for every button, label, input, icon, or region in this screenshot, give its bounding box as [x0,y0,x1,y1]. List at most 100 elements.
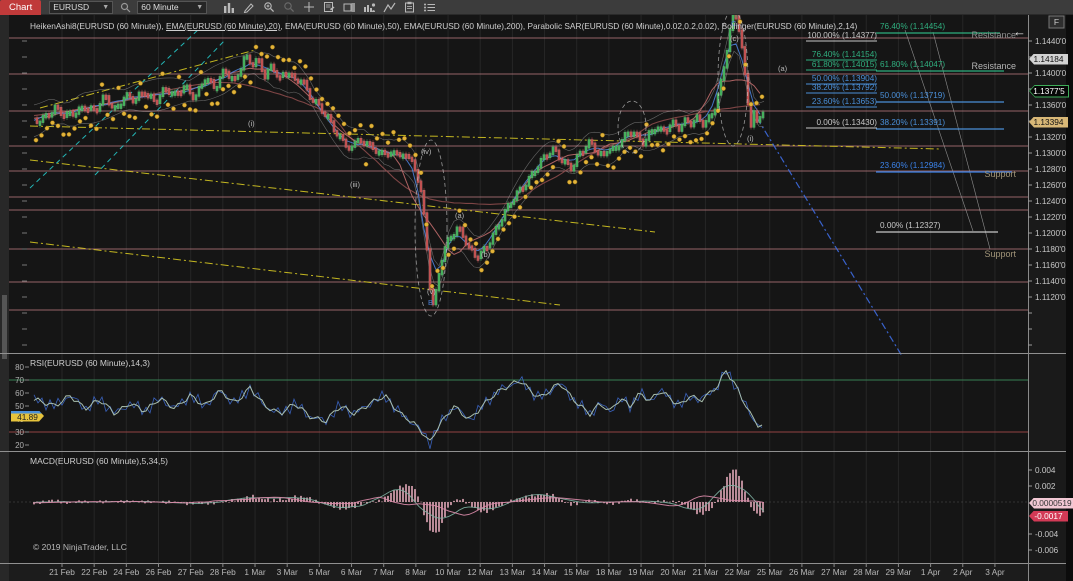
svg-text:60: 60 [15,389,24,398]
svg-text:1.1200'0: 1.1200'0 [1035,229,1067,238]
svg-text:F: F [1054,17,1059,27]
svg-text:1.1320'0: 1.1320'0 [1035,133,1067,142]
svg-text:50: 50 [15,402,24,411]
search-icon[interactable] [117,1,133,14]
svg-text:B: B [428,298,433,307]
svg-text:23.60% (1.13653): 23.60% (1.13653) [812,97,877,106]
data-box-icon[interactable] [321,1,337,14]
svg-text:50.00% (1.13904): 50.00% (1.13904) [812,74,877,83]
svg-text:Support: Support [984,169,1016,179]
properties-icon[interactable] [401,1,417,14]
svg-text:1 Mar: 1 Mar [244,567,265,577]
chart-svg[interactable]: 100.00% (1.14377)76.40% (1.14154)61.80% … [0,0,1073,581]
svg-text:15 Mar: 15 Mar [564,567,590,577]
svg-text:3 Mar: 3 Mar [277,567,298,577]
svg-text:3 Apr: 3 Apr [985,567,1005,577]
last-price-badge-value: 1.1377'5 [1030,86,1068,97]
svg-text:0.002: 0.002 [1035,482,1056,491]
svg-text:1.1260'0: 1.1260'0 [1035,181,1067,190]
svg-text:76.40% (1.14454): 76.40% (1.14454) [880,22,945,31]
macd-value-badge: 0.0000519 [1029,498,1073,509]
svg-text:-0.004: -0.004 [1035,530,1059,539]
bid-price-badge: 1.14184 [1029,54,1068,65]
svg-text:30: 30 [15,428,24,437]
ask-price-badge: 1.13394 [1029,117,1068,128]
svg-text:1.1400'0: 1.1400'0 [1035,69,1067,78]
svg-text:(a): (a) [455,211,465,220]
svg-text:-0.006: -0.006 [1035,546,1059,555]
svg-text:27 Feb: 27 Feb [178,567,204,577]
svg-text:1.1440'0: 1.1440'0 [1035,37,1067,46]
svg-text:1.1360'0: 1.1360'0 [1035,101,1067,110]
back-arrow-icon[interactable]: ← [1013,24,1026,39]
drawing-tools-icon[interactable] [241,1,257,14]
chart-window: 100.00% (1.14377)76.40% (1.14154)61.80% … [0,0,1073,581]
svg-text:(v): (v) [427,287,436,296]
svg-text:7 Mar: 7 Mar [373,567,394,577]
svg-text:1.1240'0: 1.1240'0 [1035,197,1067,206]
svg-text:20 Mar: 20 Mar [660,567,686,577]
svg-text:80: 80 [15,363,24,372]
indicator-label-part3: , EMA(EURUSD (60 Minute),50), EMA(EURUSD… [280,21,857,31]
regions-icon[interactable] [341,1,357,14]
copyright-text: © 2019 NinjaTrader, LLC [33,542,127,552]
svg-text:1.1180'0: 1.1180'0 [1035,245,1066,254]
indicator-label-part1: HeikenAshi8(EURUSD (60 Minute)), [30,21,166,31]
rsi-panel-label[interactable]: RSI(EURUSD (60 Minute),14,3) [30,358,150,368]
svg-text:(i): (i) [747,134,754,143]
zoom-out-icon[interactable] [281,1,297,14]
chart-canvas[interactable]: 100.00% (1.14377)76.40% (1.14154)61.80% … [0,0,1073,581]
chart-backgrounds [0,0,1073,581]
svg-text:12 Mar: 12 Mar [467,567,493,577]
svg-text:Resistance: Resistance [971,30,1016,40]
interval-label: 60 Minute [141,2,178,12]
indicators-icon[interactable] [421,1,437,14]
svg-text:26 Mar: 26 Mar [789,567,815,577]
svg-text:61.80% (1.14047): 61.80% (1.14047) [880,60,945,69]
svg-text:1 Apr: 1 Apr [921,567,941,577]
svg-text:19 Mar: 19 Mar [628,567,654,577]
svg-text:76.40% (1.14154): 76.40% (1.14154) [812,50,877,59]
trend-channel-icon[interactable] [381,1,397,14]
chart-style-icon[interactable] [221,1,237,14]
chevron-down-icon: ▼ [196,4,203,11]
svg-text:(iii): (iii) [350,180,360,189]
interval-selector[interactable]: 60 Minute ▼ [137,1,207,14]
left-scrollbar-thumb[interactable] [2,295,7,359]
svg-text:10 Mar: 10 Mar [435,567,461,577]
svg-text:6 Mar: 6 Mar [341,567,362,577]
svg-text:5 Mar: 5 Mar [309,567,330,577]
rsi-value-badge: 41.89 [11,411,44,422]
chart-toolbar: Chart EURUSD ▼ 60 Minute ▼ [0,0,1073,15]
svg-text:61.80% (1.14015): 61.80% (1.14015) [812,60,877,69]
zoom-in-icon[interactable] [261,1,277,14]
price-panel-indicator-label[interactable]: HeikenAshi8(EURUSD (60 Minute)), EMA(EUR… [30,21,857,31]
svg-text:0.00% (1.12327): 0.00% (1.12327) [880,221,941,230]
macd-panel-label[interactable]: MACD(EURUSD (60 Minute),5,34,5) [30,456,168,466]
svg-text:13 Mar: 13 Mar [499,567,525,577]
instrument-label: EURUSD [53,2,89,12]
svg-text:21 Mar: 21 Mar [692,567,718,577]
svg-text:1.1220'0: 1.1220'0 [1035,213,1067,222]
svg-text:38.20% (1.13792): 38.20% (1.13792) [812,83,877,92]
svg-text:(c): (c) [730,34,739,43]
svg-text:28 Mar: 28 Mar [853,567,879,577]
svg-text:25 Mar: 25 Mar [757,567,783,577]
svg-text:18 Mar: 18 Mar [596,567,622,577]
chart-trader-icon[interactable] [361,1,377,14]
svg-text:23.60% (1.12984): 23.60% (1.12984) [880,161,945,170]
svg-text:28 Feb: 28 Feb [210,567,236,577]
instrument-selector[interactable]: EURUSD ▼ [49,1,113,14]
svg-text:21 Feb: 21 Feb [49,567,75,577]
svg-text:26 Feb: 26 Feb [146,567,172,577]
svg-text:(b): (b) [481,250,491,259]
svg-text:Resistance: Resistance [971,61,1016,71]
f-button[interactable]: F [1049,16,1064,28]
svg-text:1.1160'0: 1.1160'0 [1035,261,1066,270]
crosshair-icon[interactable] [301,1,317,14]
svg-text:Support: Support [984,249,1016,259]
chart-tab[interactable]: Chart [0,0,41,15]
svg-text:(iv): (iv) [421,147,432,156]
last-price-badge: 1.1377'5 [1029,85,1069,98]
svg-text:14 Mar: 14 Mar [532,567,558,577]
